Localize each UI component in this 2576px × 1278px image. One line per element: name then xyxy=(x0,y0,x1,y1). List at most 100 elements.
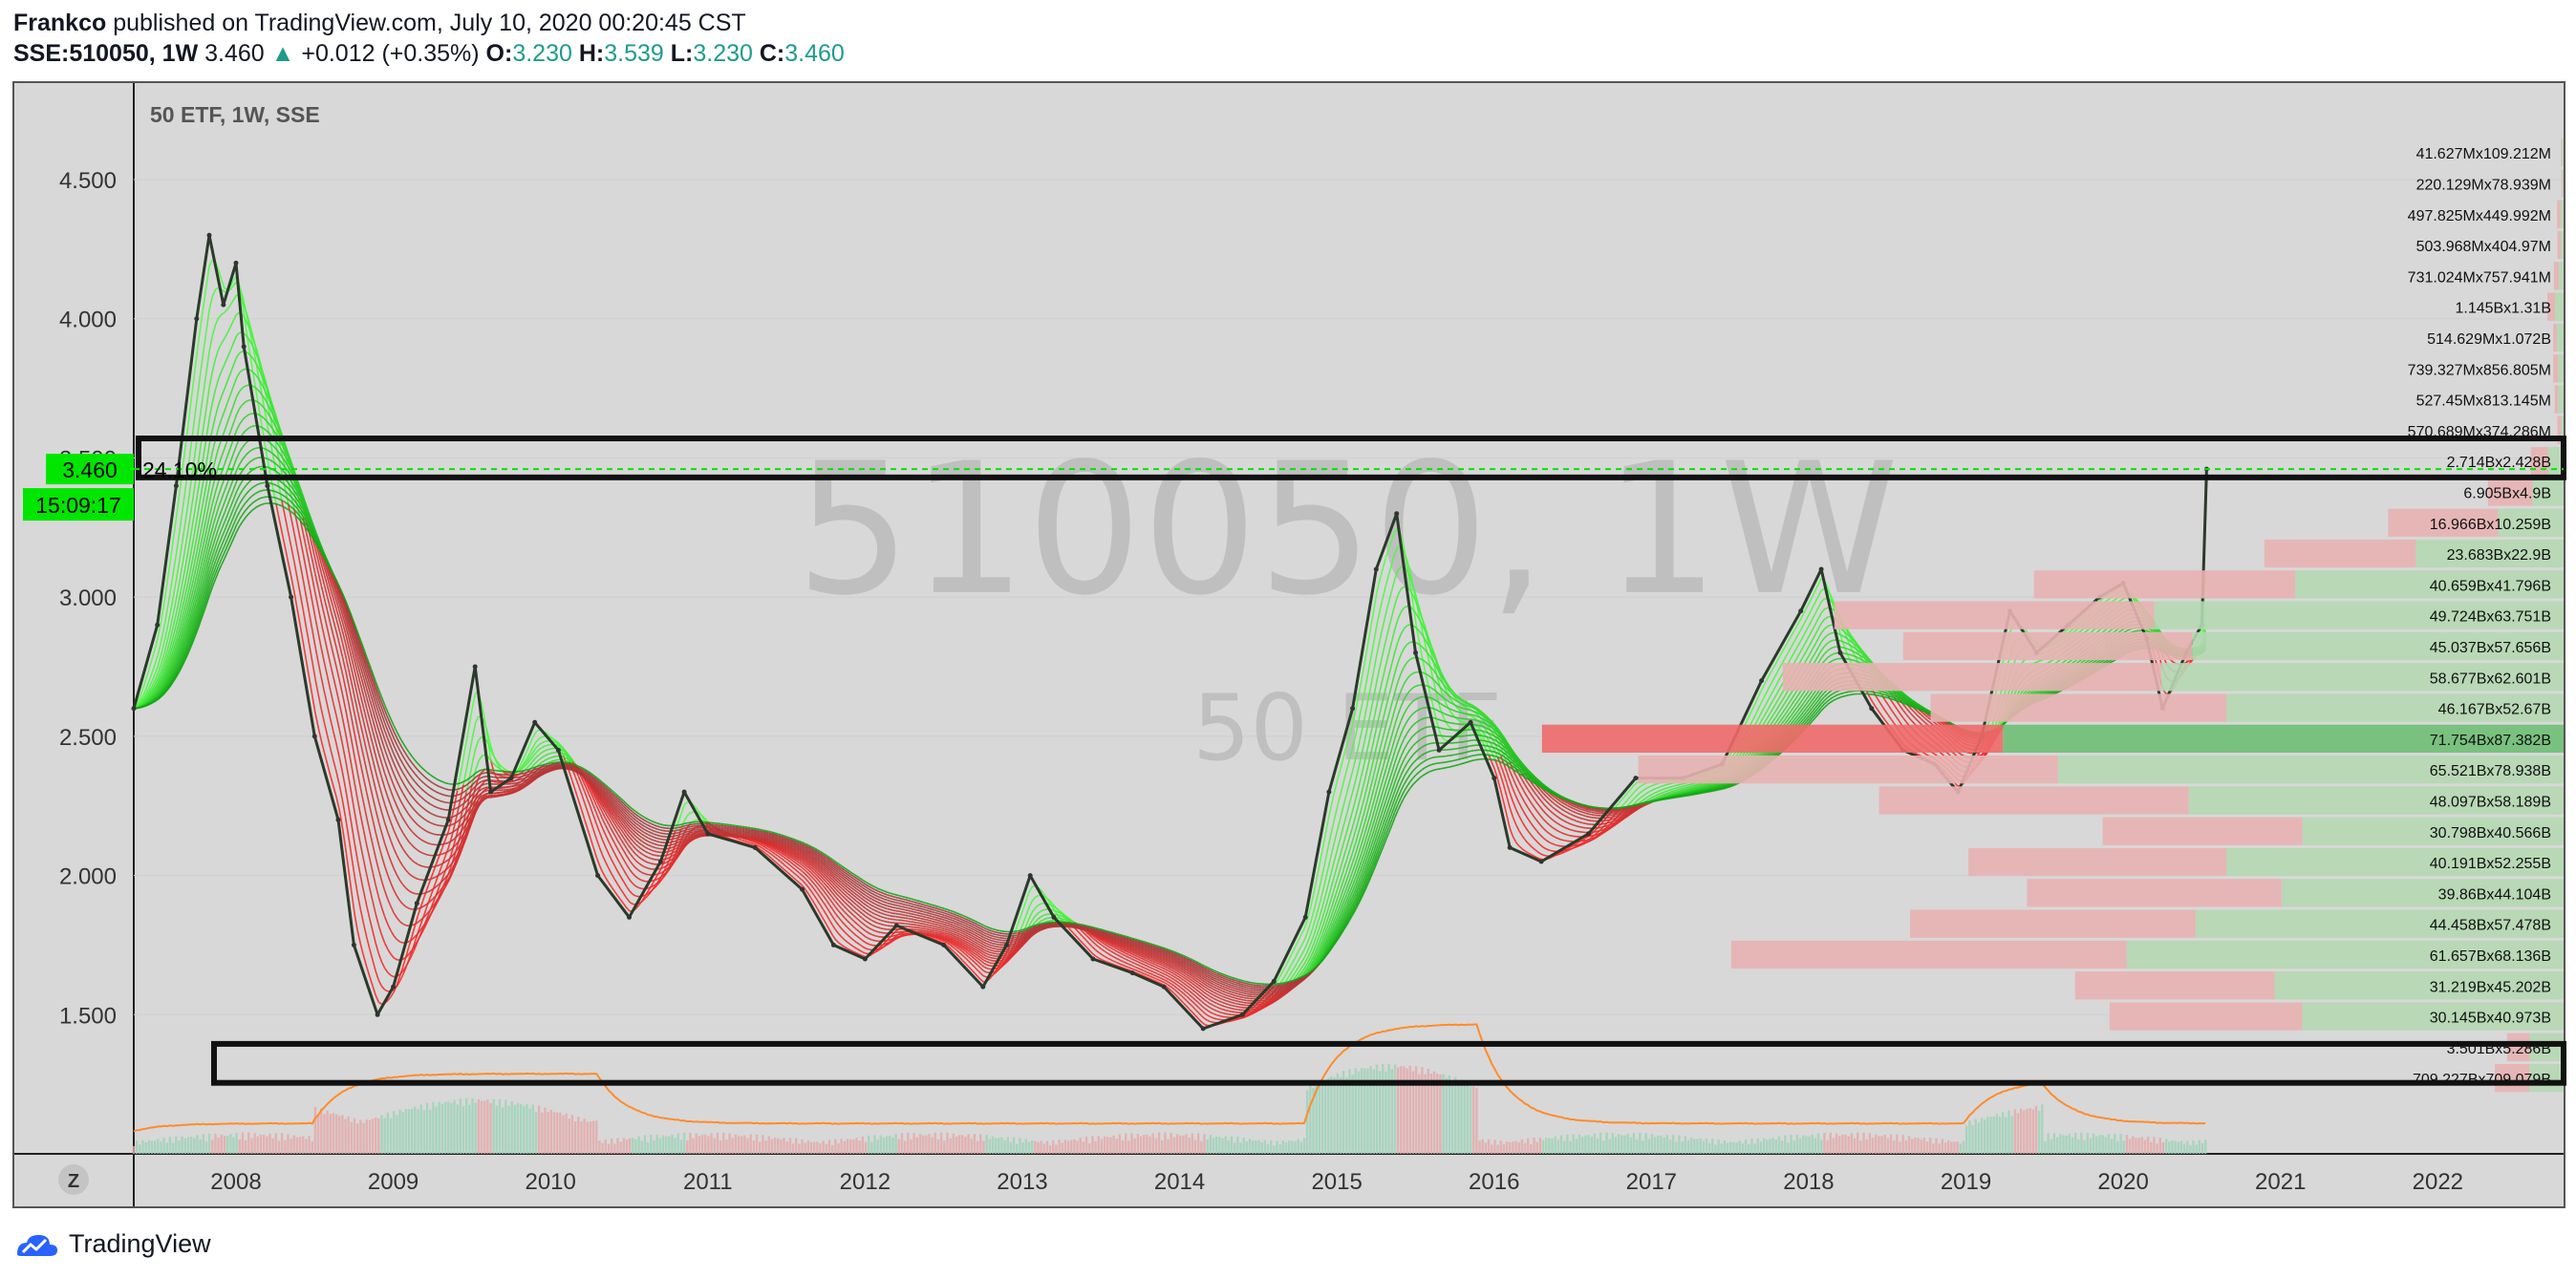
ema-ribbon-segment xyxy=(1567,834,1571,837)
ema-ribbon-segment xyxy=(481,703,485,720)
volume-bar xyxy=(2095,1136,2098,1154)
ema-ribbon-segment xyxy=(144,681,150,691)
volume-bar xyxy=(1491,1144,1493,1154)
ema-ribbon-segment xyxy=(447,838,453,849)
ema-ribbon-segment xyxy=(1125,965,1129,969)
ema-ribbon-segment xyxy=(323,722,329,736)
volume-bar xyxy=(181,1136,183,1154)
ema-ribbon-segment xyxy=(1101,958,1106,962)
volume-bar xyxy=(955,1136,958,1154)
volume-bar xyxy=(1520,1139,1524,1154)
ema-ribbon-segment xyxy=(1170,983,1175,987)
volume-bar xyxy=(1753,1143,1756,1154)
ema-ribbon-segment xyxy=(819,897,825,904)
ema-ribbon-segment xyxy=(1140,973,1145,977)
ema-ribbon-segment xyxy=(1805,602,1811,609)
ema-ribbon-segment xyxy=(856,948,861,951)
volume-bar xyxy=(867,1135,870,1154)
ema-ribbon-segment xyxy=(247,320,253,332)
ema-ribbon-segment xyxy=(877,935,881,938)
ema-ribbon-segment xyxy=(341,799,347,818)
ema-ribbon-segment xyxy=(1403,550,1408,561)
volume-bar xyxy=(1795,1135,1799,1154)
chart-legend[interactable]: 50 ETF, 1W, SSE xyxy=(150,102,320,127)
author-name[interactable]: Frankco xyxy=(13,10,107,36)
ema-ribbon-segment xyxy=(1194,1014,1199,1019)
ema-ribbon-segment xyxy=(1769,668,1774,675)
ema-ribbon-segment xyxy=(1499,790,1505,803)
ema-ribbon-segment xyxy=(983,975,987,978)
volume-bar xyxy=(812,1141,816,1154)
ema-ribbon-segment xyxy=(1512,836,1517,842)
ema-ribbon-segment xyxy=(317,727,322,741)
volume-bar xyxy=(483,1100,486,1154)
ema-ribbon-segment xyxy=(819,904,825,910)
up-arrow-icon: ▲ xyxy=(270,40,295,67)
volume-bar xyxy=(1720,1143,1723,1154)
volume-bar xyxy=(985,1135,988,1154)
ema-ribbon-segment xyxy=(805,888,809,894)
volume-bar xyxy=(674,1138,676,1154)
ema-ribbon-segment xyxy=(556,741,561,746)
volume-bar xyxy=(334,1114,338,1154)
ema-ribbon-segment xyxy=(1542,854,1547,857)
ema-ribbon-segment xyxy=(354,876,358,894)
ema-ribbon-segment xyxy=(647,890,652,895)
volume-bar xyxy=(928,1133,931,1154)
ema-ribbon-segment xyxy=(601,840,607,848)
volume-bar xyxy=(2050,1139,2052,1154)
volume-bar xyxy=(411,1108,414,1154)
ema-ribbon-segment xyxy=(550,752,555,755)
ema-ribbon-segment xyxy=(333,759,337,773)
ema-ribbon-segment xyxy=(1337,817,1342,830)
ema-ribbon-segment xyxy=(1282,973,1287,980)
ema-ribbon-segment xyxy=(1766,673,1771,680)
volume-bar xyxy=(994,1138,998,1154)
volume-bar xyxy=(1170,1133,1172,1154)
ema-ribbon-segment xyxy=(362,891,368,906)
ema-ribbon-segment xyxy=(528,736,534,745)
ema-ribbon-segment xyxy=(774,856,779,861)
ema-ribbon-segment xyxy=(1536,857,1541,860)
ema-ribbon-segment xyxy=(887,939,891,942)
volume-bar xyxy=(1276,1140,1278,1154)
ema-ribbon-segment xyxy=(1642,782,1646,786)
ema-ribbon-segment xyxy=(964,957,970,962)
ema-ribbon-segment xyxy=(1527,852,1532,856)
ema-ribbon-segment xyxy=(849,936,854,941)
ema-ribbon-segment xyxy=(1787,635,1792,643)
volume-bar xyxy=(1738,1140,1741,1154)
volume-bar xyxy=(534,1112,538,1154)
volume-bar xyxy=(1027,1141,1031,1154)
ema-ribbon-segment xyxy=(1682,784,1685,788)
ema-ribbon-segment xyxy=(435,872,440,882)
volume-bar xyxy=(1469,1086,1472,1154)
ema-ribbon-segment xyxy=(989,962,994,965)
ema-ribbon-segment xyxy=(338,756,344,773)
volume-bar xyxy=(450,1102,453,1154)
volume-bar xyxy=(1182,1135,1185,1154)
ema-ribbon-segment xyxy=(1119,959,1124,963)
volume-bar xyxy=(1572,1134,1575,1154)
volume-bar xyxy=(1605,1132,1608,1154)
ema-ribbon-segment xyxy=(532,731,537,738)
ema-ribbon-segment xyxy=(1808,596,1814,604)
ema-ribbon-segment xyxy=(786,862,791,866)
volume-bar xyxy=(552,1112,556,1154)
volume-bar xyxy=(2031,1109,2035,1154)
volume-bar xyxy=(1496,1144,1499,1154)
ema-ribbon-segment xyxy=(574,777,580,786)
ema-ribbon-segment xyxy=(1291,957,1297,965)
ema-ribbon-segment xyxy=(1400,535,1406,549)
ema-ribbon-segment xyxy=(1496,766,1502,777)
volume-bar xyxy=(419,1104,422,1154)
volume-bar xyxy=(2164,1139,2168,1154)
volume-bar xyxy=(1357,1071,1361,1154)
volume-bar xyxy=(1998,1117,2002,1154)
ema-ribbon-segment xyxy=(1225,1012,1229,1015)
ema-ribbon-segment xyxy=(293,561,298,578)
ema-ribbon-segment xyxy=(239,286,244,297)
volume-bar xyxy=(1318,1083,1320,1154)
volume-bar xyxy=(664,1136,668,1154)
